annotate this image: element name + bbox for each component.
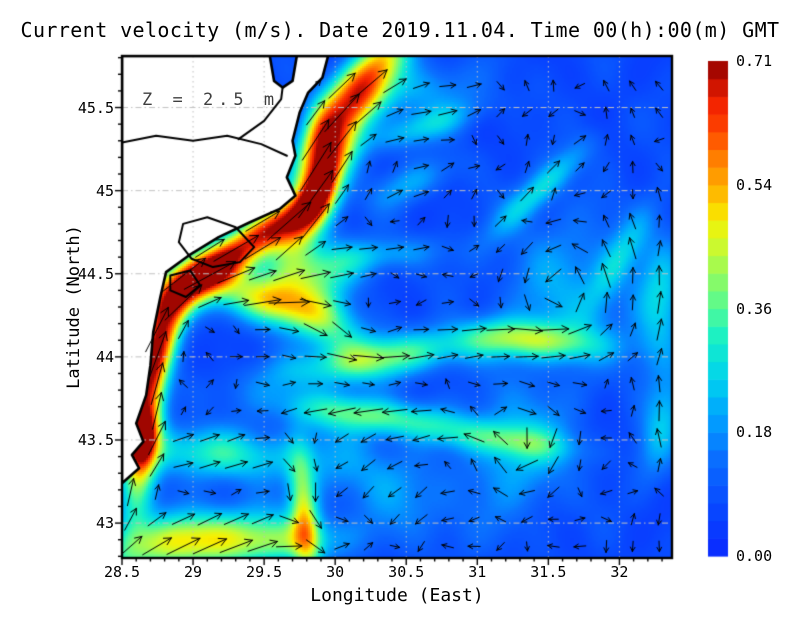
plot-title: Current velocity (m/s). Date 2019.11.04.… bbox=[20, 18, 780, 42]
colorbar-tick-label: 0.18 bbox=[736, 423, 773, 442]
y-axis-label: Latitude (North) bbox=[64, 225, 84, 389]
y-tick-label: 44 bbox=[95, 347, 114, 366]
x-tick-label: 29 bbox=[184, 563, 203, 581]
x-tick-label: 30.5 bbox=[388, 563, 425, 581]
colorbar-tick-label: 0.54 bbox=[736, 175, 773, 194]
x-tick-label: 29.5 bbox=[246, 563, 283, 581]
y-tick-label: 44.5 bbox=[77, 264, 114, 283]
depth-annotation: Z = 2.5 m bbox=[142, 90, 280, 110]
x-tick-label: 31 bbox=[468, 563, 487, 581]
x-tick-label: 32 bbox=[610, 563, 629, 581]
x-tick-label: 30 bbox=[326, 563, 345, 581]
colorbar-tick-label: 0.71 bbox=[736, 52, 773, 70]
x-tick-label: 31.5 bbox=[530, 563, 567, 581]
colorbar-tick-label: 0.36 bbox=[736, 299, 773, 318]
y-tick-label: 43 bbox=[95, 514, 114, 533]
y-tick-label: 43.5 bbox=[77, 430, 114, 449]
y-tick-label: 45.5 bbox=[77, 98, 114, 117]
colorbar-tick-label: 0.00 bbox=[736, 547, 773, 565]
y-tick-label: 45 bbox=[95, 181, 114, 200]
x-tick-label: 28.5 bbox=[103, 563, 141, 581]
x-axis-label: Longitude (East) bbox=[310, 585, 484, 606]
